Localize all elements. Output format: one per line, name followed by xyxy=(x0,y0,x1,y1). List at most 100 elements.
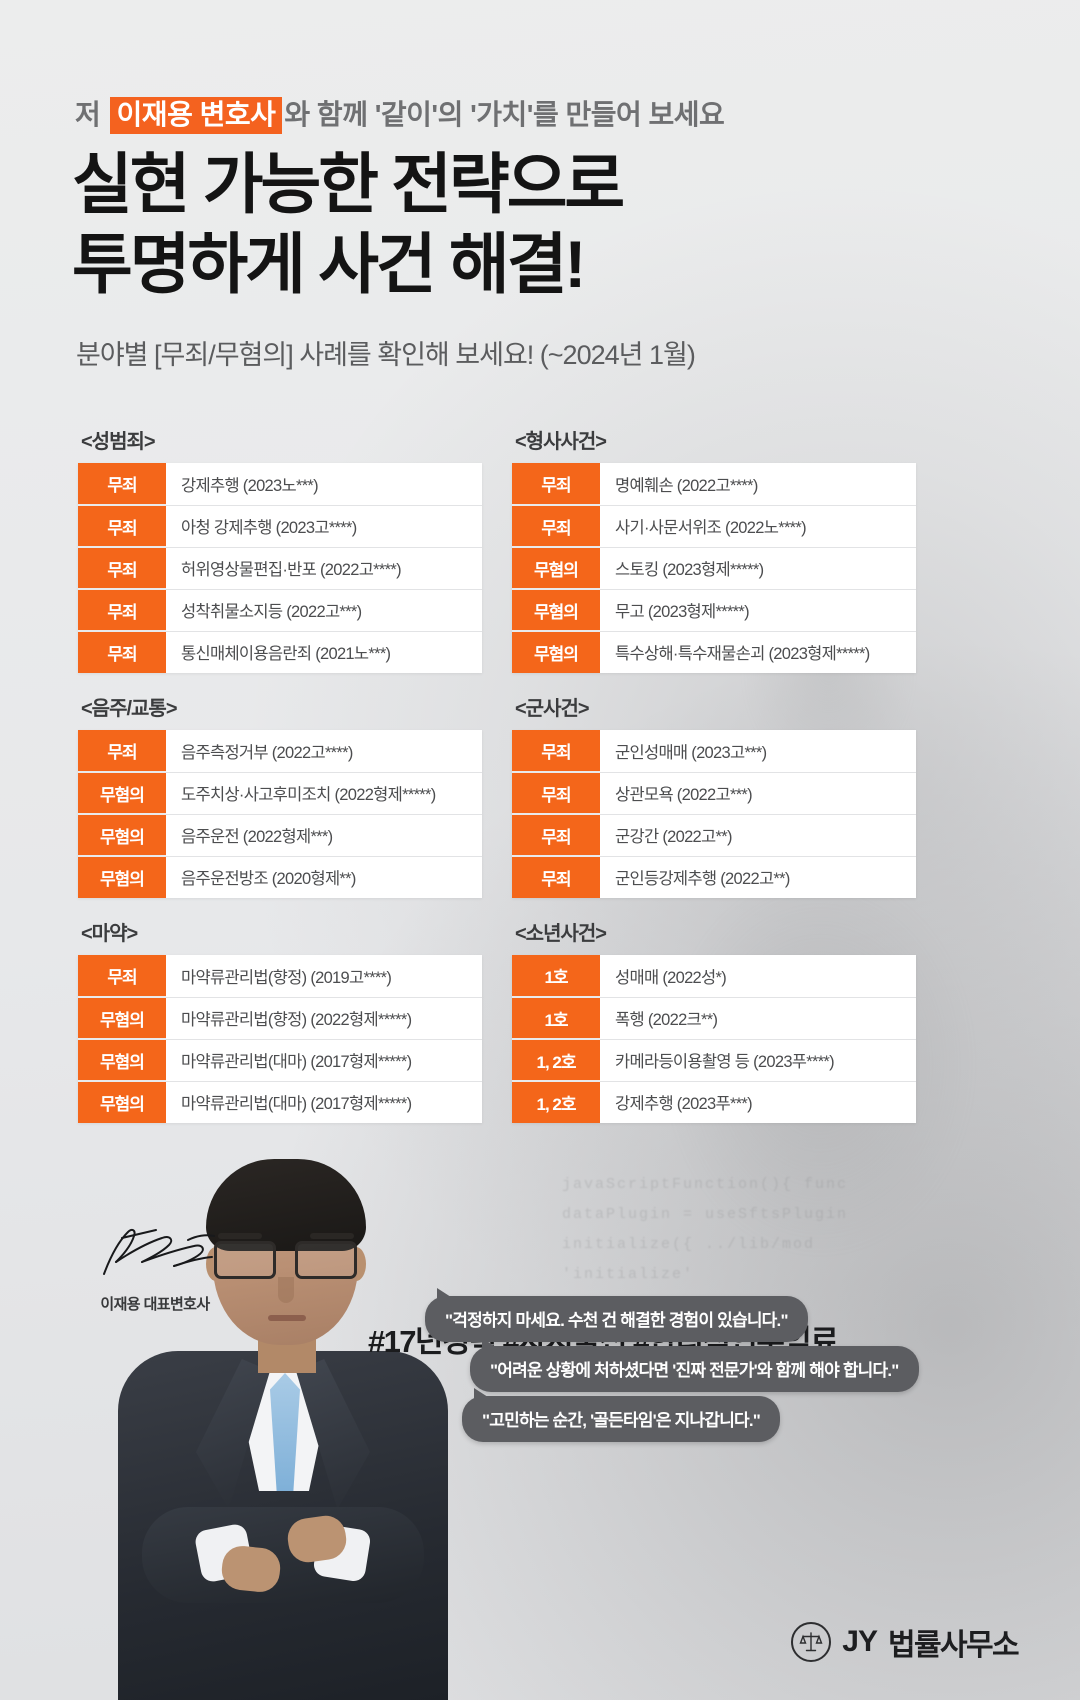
subtitle: 분야별 [무죄/무혐의] 사례를 확인해 보세요! (~2024년 1월) xyxy=(76,340,696,370)
lawyer-eyebrow-right xyxy=(310,1233,354,1239)
case-description: 스토킹 (2023형제*****) xyxy=(600,547,916,590)
table-row: 무죄 군강간 (2022고**) xyxy=(512,814,916,857)
quote-bubble-1: "걱정하지 마세요. 수천 건 해결한 경험이 있습니다." xyxy=(425,1288,808,1342)
lawyer-nose xyxy=(278,1277,294,1303)
quote-bubble-3: "고민하는 순간, '골든타임'은 지나갑니다." xyxy=(462,1388,781,1442)
table-row: 무죄 아청 강제추행 (2023고****) xyxy=(78,505,482,548)
case-description: 음주측정거부 (2022고****) xyxy=(166,730,482,773)
table-row: 1호 성매매 (2022성*) xyxy=(512,955,916,998)
eyebrow-line: 저 이재용 변호사 와 함께 '같이'의 '가치'를 만들어 보세요 xyxy=(75,93,725,134)
case-table: 무죄 군인성매매 (2023고***) 무죄 상관모욕 (2022고***) 무죄 군강간… xyxy=(512,730,916,898)
quote-bubble-2: "어려운 상황에 처하셨다면 '진짜 전문가'와 함께 해야 합니다." xyxy=(470,1338,919,1392)
case-table: 무죄 마약류관리법(향정) (2019고****) 무혐의 마약류관리법(향정) (2… xyxy=(78,955,482,1123)
table-row: 무혐의 스토킹 (2023형제*****) xyxy=(512,547,916,590)
eyebrow-after: 와 함께 '같이'의 '가치'를 만들어 보세요 xyxy=(284,99,725,130)
case-table: 무죄 음주측정거부 (2022고****) 무혐의 도주치상·사고후미조치 (2022… xyxy=(78,730,482,898)
case-description: 군인성매매 (2023고***) xyxy=(600,730,916,773)
verdict-badge: 1, 2호 xyxy=(512,1081,600,1123)
table-row: 1, 2호 강제추행 (2023푸***) xyxy=(512,1081,916,1123)
logo-initials: JY xyxy=(842,1625,878,1658)
case-description: 마약류관리법(대마) (2017형제*****) xyxy=(166,1039,482,1082)
case-description: 카메라등이용촬영 등 (2023푸****) xyxy=(600,1039,916,1082)
case-group-title: <성범죄> xyxy=(81,431,156,453)
table-row: 무혐의 마약류관리법(향정) (2022형제*****) xyxy=(78,997,482,1040)
case-description: 군인등강제추행 (2022고**) xyxy=(600,856,916,898)
verdict-badge: 무혐의 xyxy=(78,856,166,898)
case-description: 허위영상물편집·반포 (2022고****) xyxy=(166,547,482,590)
verdict-badge: 무죄 xyxy=(78,547,166,590)
verdict-badge: 무혐의 xyxy=(78,814,166,857)
case-description: 강제추행 (2023푸***) xyxy=(600,1081,916,1123)
case-description: 사기·사문서위조 (2022노****) xyxy=(600,505,916,548)
verdict-badge: 무혐의 xyxy=(512,589,600,632)
table-row: 무혐의 특수상해·특수재물손괴 (2023형제*****) xyxy=(512,631,916,673)
table-row: 무죄 상관모욕 (2022고***) xyxy=(512,772,916,815)
logo-firm-name: 법률사무소 xyxy=(888,1629,1020,1662)
verdict-badge: 무죄 xyxy=(512,730,600,773)
verdict-badge: 무죄 xyxy=(78,589,166,632)
verdict-badge: 무죄 xyxy=(512,463,600,506)
table-row: 무죄 음주측정거부 (2022고****) xyxy=(78,730,482,773)
table-row: 무혐의 음주운전방조 (2020형제**) xyxy=(78,856,482,898)
case-group-criminal: <형사사건> 무죄 명예훼손 (2022고****) 무죄 사기·사문서위조 (2022… xyxy=(512,425,916,673)
verdict-badge: 무죄 xyxy=(512,772,600,815)
verdict-badge: 무죄 xyxy=(78,463,166,506)
signature-mark xyxy=(103,1228,215,1275)
case-description: 음주운전방조 (2020형제**) xyxy=(166,856,482,898)
case-description: 음주운전 (2022형제***) xyxy=(166,814,482,857)
case-description: 통신매체이용음란죄 (2021노***) xyxy=(166,631,482,673)
table-row: 무죄 마약류관리법(향정) (2019고****) xyxy=(78,955,482,998)
case-group-title: <마약> xyxy=(81,923,138,945)
verdict-badge: 무혐의 xyxy=(78,997,166,1040)
verdict-badge: 무죄 xyxy=(78,955,166,998)
verdict-badge: 무혐의 xyxy=(78,1081,166,1123)
case-description: 특수상해·특수재물손괴 (2023형제*****) xyxy=(600,631,916,673)
case-description: 성착취물소지등 (2022고***) xyxy=(166,589,482,632)
case-group-sex-crime: <성범죄> 무죄 강제추행 (2023노***) 무죄 아청 강제추행 (2023고**… xyxy=(78,425,482,673)
case-table: 무죄 강제추행 (2023노***) 무죄 아청 강제추행 (2023고****) 무죄… xyxy=(78,463,482,673)
case-description: 마약류관리법(대마) (2017형제*****) xyxy=(166,1081,482,1123)
table-row: 무혐의 마약류관리법(대마) (2017형제*****) xyxy=(78,1081,482,1123)
case-description: 마약류관리법(향정) (2022형제*****) xyxy=(166,997,482,1040)
verdict-badge: 무죄 xyxy=(512,505,600,548)
table-row: 무죄 허위영상물편집·반포 (2022고****) xyxy=(78,547,482,590)
case-group-drug: <마약> 무죄 마약류관리법(향정) (2019고****) 무혐의 마약류관리법(향정… xyxy=(78,917,482,1123)
verdict-badge: 무죄 xyxy=(512,856,600,898)
case-description: 아청 강제추행 (2023고****) xyxy=(166,505,482,548)
page-title: 실현 가능한 전략으로 투명하게 사건 해결! xyxy=(72,145,625,305)
table-row: 무죄 강제추행 (2023노***) xyxy=(78,463,482,506)
signature-block: 이재용 대표변호사 xyxy=(70,1218,240,1314)
case-group-title: <군사건> xyxy=(515,698,590,720)
table-row: 무혐의 음주운전 (2022형제***) xyxy=(78,814,482,857)
lawyer-photo xyxy=(118,1155,448,1700)
table-row: 무죄 성착취물소지등 (2022고***) xyxy=(78,589,482,632)
table-row: 무죄 사기·사문서위조 (2022노****) xyxy=(512,505,916,548)
case-description: 폭행 (2022크**) xyxy=(600,997,916,1040)
case-group-juvenile: <소년사건> 1호 성매매 (2022성*) 1호 폭행 (2022크**) 1, 2호 카… xyxy=(512,917,916,1123)
scales-of-justice-icon xyxy=(791,1622,832,1662)
table-row: 1호 폭행 (2022크**) xyxy=(512,997,916,1040)
case-group-title: <음주/교통> xyxy=(81,698,178,720)
eyebrow-before: 저 xyxy=(75,99,108,130)
verdict-badge: 무혐의 xyxy=(78,772,166,815)
case-description: 도주치상·사고후미조치 (2022형제*****) xyxy=(166,772,482,815)
table-row: 무혐의 무고 (2023형제*****) xyxy=(512,589,916,632)
verdict-badge: 무죄 xyxy=(512,814,600,857)
firm-logo: JY 법률사무소 xyxy=(791,1620,1020,1664)
case-description: 성매매 (2022성*) xyxy=(600,955,916,998)
table-row: 무죄 군인등강제추행 (2022고**) xyxy=(512,856,916,898)
verdict-badge: 무혐의 xyxy=(512,631,600,673)
case-description: 강제추행 (2023노***) xyxy=(166,463,482,506)
verdict-badge: 무죄 xyxy=(78,730,166,773)
case-group-dui-traffic: <음주/교통> 무죄 음주측정거부 (2022고****) 무혐의 도주치상·사고후미조… xyxy=(78,692,482,898)
verdict-badge: 무죄 xyxy=(78,505,166,548)
table-row: 무혐의 도주치상·사고후미조치 (2022형제*****) xyxy=(78,772,482,815)
lawyer-eyebrow-left xyxy=(218,1233,262,1239)
table-row: 무혐의 마약류관리법(대마) (2017형제*****) xyxy=(78,1039,482,1082)
case-group-title: <소년사건> xyxy=(515,923,607,945)
verdict-badge: 무혐의 xyxy=(78,1039,166,1082)
case-description: 상관모욕 (2022고***) xyxy=(600,772,916,815)
headline-line-2: 투명하게 사건 해결! xyxy=(72,226,586,301)
verdict-badge: 무죄 xyxy=(78,631,166,673)
